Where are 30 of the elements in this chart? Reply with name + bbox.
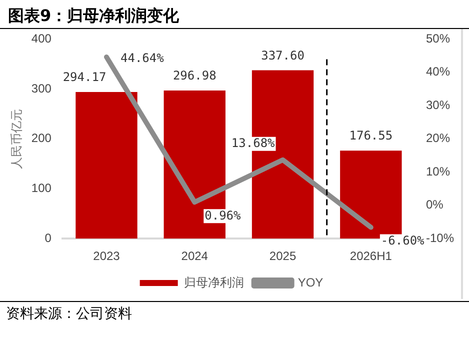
data-label: 294.17 <box>62 70 106 84</box>
y2-tick-label: 50% <box>426 32 450 46</box>
data-label: 0.96% <box>204 208 242 222</box>
y-tick-label: 400 <box>31 32 52 46</box>
y2-tick-label: 0% <box>426 198 444 212</box>
text: 资料来源：公司资料 <box>0 301 469 326</box>
chart-title: 图表9：归母净利润变化 <box>0 0 469 29</box>
data-label: 296.98 <box>172 68 216 83</box>
data-label: -6.60% <box>380 233 426 248</box>
y-tick-label: 300 <box>31 81 52 96</box>
y2-tick-label: 10% <box>426 164 450 178</box>
y2-tick-label: 40% <box>426 64 450 79</box>
legend-label: 归母净利润 <box>184 275 244 290</box>
legend-label: YOY <box>298 275 324 290</box>
y2-tick-label: -10% <box>426 230 454 245</box>
y2-tick-label: 20% <box>426 131 450 146</box>
y-tick-label: 100 <box>31 181 52 196</box>
x-tick-label: 2023 <box>93 249 120 264</box>
x-tick-label: 2026H1 <box>350 249 392 264</box>
bar <box>76 92 138 239</box>
y-tick-label: 0 <box>44 230 52 245</box>
data-label: 337.60 <box>261 48 304 62</box>
y2-tick-label: 30% <box>426 98 450 112</box>
y-axis-title: 人民币亿元 <box>10 108 24 169</box>
x-tick-label: 2024 <box>181 249 208 264</box>
x-tick-label: 2025 <box>269 249 296 264</box>
y-tick-label: 200 <box>31 131 52 146</box>
data-label: 44.64% <box>120 51 165 66</box>
data-label: 176.55 <box>349 128 393 143</box>
data-label: 13.68% <box>231 136 276 150</box>
